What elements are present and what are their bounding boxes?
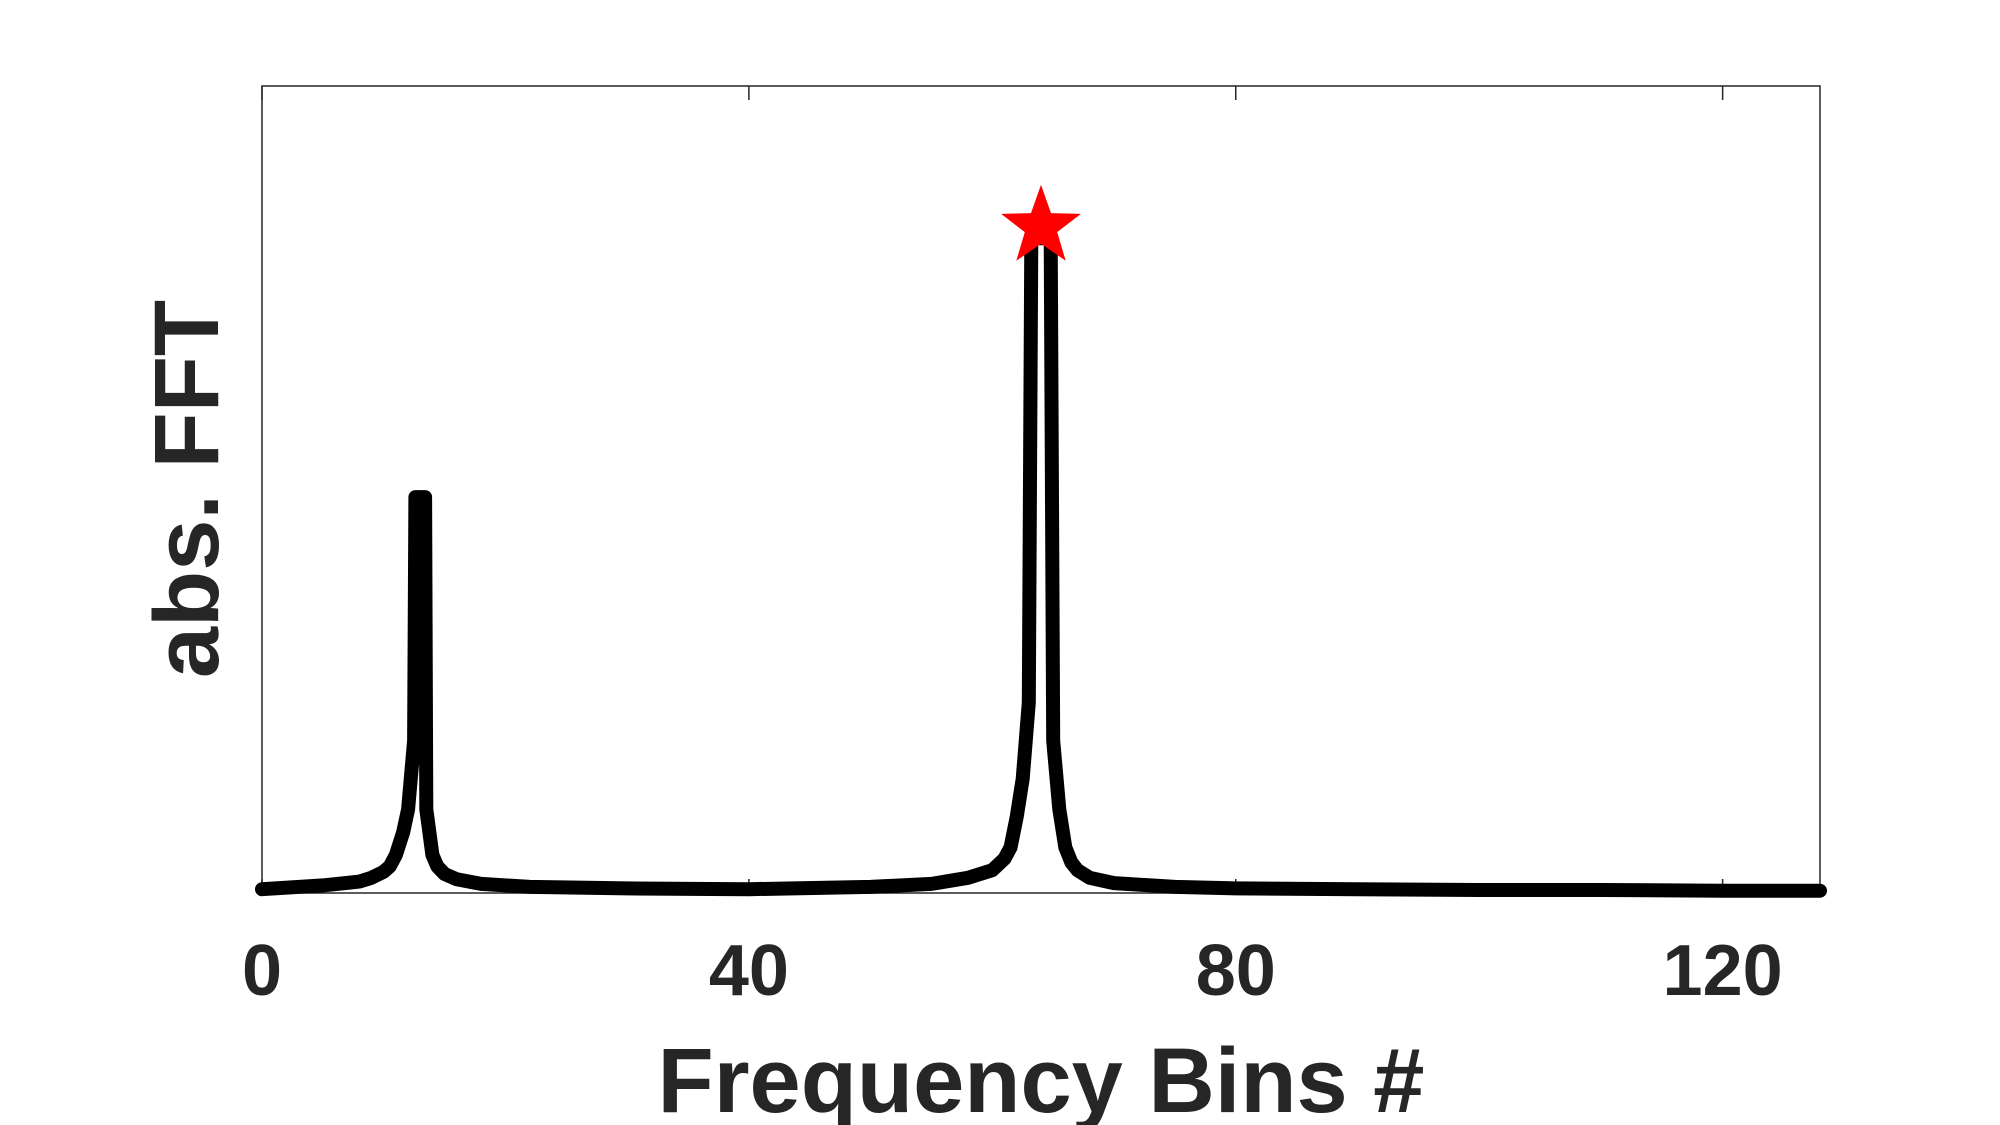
x-tick-labels: 0 40 80 120 — [242, 931, 1783, 1011]
y-axis-label: abs. FFT — [136, 300, 238, 678]
fft-series-line — [255, 231, 1827, 898]
x-tick-label-40: 40 — [709, 931, 789, 1011]
x-axis-label: Frequency Bins # — [658, 1030, 1425, 1125]
x-tick-label-80: 80 — [1196, 931, 1276, 1011]
x-tick-label-120: 120 — [1663, 931, 1783, 1011]
x-tick-label-0: 0 — [242, 931, 282, 1011]
peak-star-marker — [1001, 184, 1081, 261]
